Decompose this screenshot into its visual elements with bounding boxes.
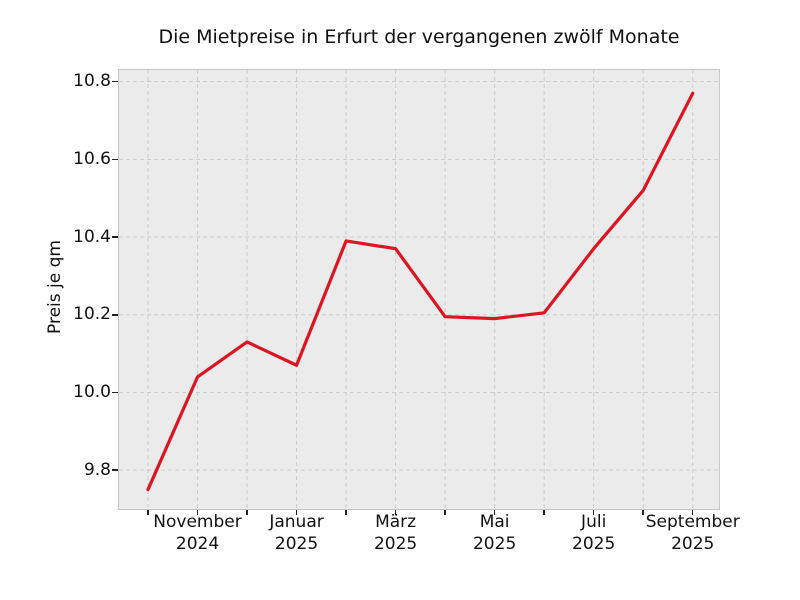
plot-area (118, 69, 720, 510)
y-tick-label: 10.8 (73, 71, 111, 92)
x-tick-mark (493, 510, 496, 515)
x-tick-mark (345, 510, 347, 515)
x-tick-mark (147, 510, 149, 515)
x-tick-mark (691, 510, 694, 515)
y-tick-mark (112, 80, 118, 83)
x-tick-label-year: 2025 (373, 533, 418, 554)
x-tick-mark (543, 510, 545, 515)
x-tick-mark (196, 510, 199, 515)
y-tick-label: 9.8 (83, 459, 111, 480)
x-tick-mark (246, 510, 248, 515)
x-tick-mark (295, 510, 298, 515)
x-tick-label: Juli 2025 (572, 512, 615, 555)
x-tick-mark (592, 510, 595, 515)
x-tick-label-month: September (645, 512, 740, 532)
y-tick-mark (112, 314, 118, 316)
y-tick-mark (112, 236, 118, 238)
y-tick-mark (112, 158, 118, 161)
y-tick-mark (112, 469, 118, 471)
chart-title: Die Mietpreise in Erfurt der vergangenen… (158, 26, 680, 48)
y-tick-label: 10.6 (73, 148, 111, 169)
line-chart-canvas (119, 70, 719, 509)
x-tick-label: November 2024 (153, 512, 241, 555)
x-tick-label-month: November (153, 512, 242, 532)
x-tick-label-year: 2025 (671, 533, 715, 554)
price-line (146, 91, 695, 492)
x-tick-mark (444, 510, 446, 515)
x-tick-label-month: Januar (269, 512, 324, 532)
y-tick-mark (112, 391, 118, 394)
x-tick-label: Januar 2025 (269, 512, 323, 555)
x-tick-label: März 2025 (374, 512, 417, 555)
x-tick-label-year: 2025 (274, 533, 319, 554)
y-tick-label: 10.2 (73, 304, 111, 325)
y-tick-label: 10.4 (73, 226, 111, 247)
x-tick-label-year: 2025 (472, 533, 517, 554)
x-tick-label-month: Juli (581, 512, 607, 532)
y-tick-label: 10.0 (73, 381, 111, 402)
x-tick-label-month: März (375, 512, 417, 532)
x-tick-mark (394, 510, 397, 515)
x-tick-label: September 2025 (646, 512, 740, 555)
x-tick-label-year: 2024 (175, 533, 220, 554)
x-tick-label-month: Mai (479, 512, 510, 532)
x-tick-label: Mai 2025 (473, 512, 516, 555)
x-tick-mark (642, 510, 644, 515)
x-tick-label-year: 2025 (572, 533, 616, 554)
